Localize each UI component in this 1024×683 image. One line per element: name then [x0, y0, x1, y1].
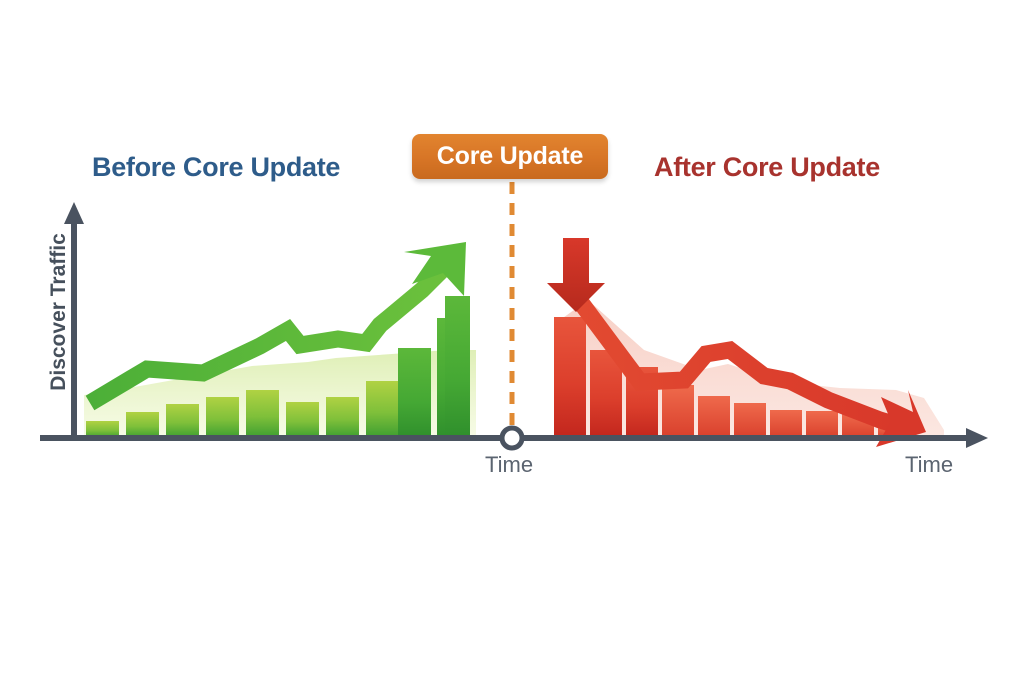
bar-before-5	[246, 390, 279, 438]
after-trend-arrow	[569, 290, 926, 447]
before-section-title: Before Core Update	[92, 152, 341, 182]
bar-after-6	[734, 403, 766, 438]
x-axis-label-left: Time	[485, 452, 534, 477]
after-arrow-head	[876, 390, 926, 447]
bar-after-4	[662, 385, 694, 438]
before-trend-arrow	[85, 242, 466, 411]
divider-point-marker	[499, 425, 525, 451]
bar-after-1	[554, 317, 586, 438]
bar-before-tallest	[445, 296, 470, 438]
core-update-divider	[499, 182, 525, 451]
bar-before-1	[86, 421, 119, 438]
y-axis-arrow-icon	[64, 202, 84, 224]
bar-before-8	[366, 381, 399, 438]
bar-before-6	[286, 402, 319, 438]
before-bars-tall-group	[445, 296, 470, 438]
bar-after-8	[806, 411, 838, 438]
bar-before-2	[126, 412, 159, 438]
bar-after-5	[698, 396, 730, 438]
impact-down-arrow-icon	[547, 238, 605, 312]
bar-before-7	[326, 397, 359, 438]
bar-after-7	[770, 410, 802, 438]
y-axis-label: Discover Traffic	[47, 233, 70, 391]
x-axis-arrow-icon	[966, 428, 988, 448]
core-update-badge-label: Core Update	[436, 142, 584, 170]
bar-before-3	[166, 404, 199, 438]
before-arrow-head	[404, 242, 466, 296]
bar-before-9	[398, 348, 431, 438]
after-section-title: After Core Update	[654, 152, 880, 182]
x-axis-label-right: Time	[905, 452, 954, 477]
core-update-badge[interactable]: Core Update	[412, 134, 608, 179]
bar-before-4	[206, 397, 239, 438]
